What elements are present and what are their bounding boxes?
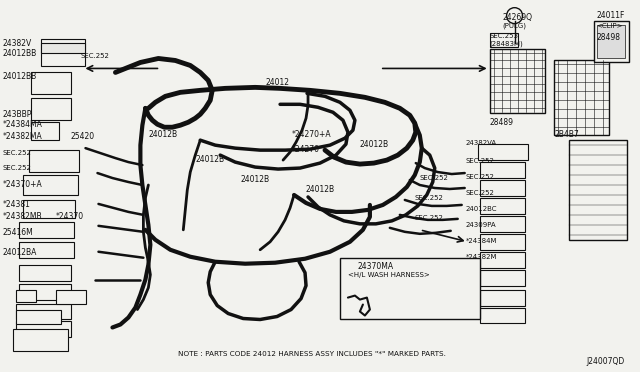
Text: *24270+A: *24270+A xyxy=(292,130,332,139)
Text: 24012BB: 24012BB xyxy=(3,48,37,58)
Text: J24007QD: J24007QD xyxy=(586,357,625,366)
Text: 25416M: 25416M xyxy=(3,228,33,237)
Text: (28483M): (28483M) xyxy=(490,41,524,47)
Text: SEC.253: SEC.253 xyxy=(490,33,518,39)
Bar xyxy=(595,20,629,62)
Text: 24269Q: 24269Q xyxy=(502,13,532,22)
Text: *24382MB: *24382MB xyxy=(3,212,42,221)
Text: SEC.252: SEC.252 xyxy=(415,195,444,201)
Bar xyxy=(15,310,61,324)
Bar xyxy=(490,48,545,113)
Text: 24012: 24012 xyxy=(265,78,289,87)
Bar xyxy=(19,265,70,280)
Bar xyxy=(19,222,74,238)
Bar xyxy=(15,321,70,337)
Text: 24370MA: 24370MA xyxy=(358,262,394,271)
Bar xyxy=(570,140,627,240)
Bar xyxy=(477,144,527,160)
Bar xyxy=(479,270,525,286)
Text: (PULG): (PULG) xyxy=(502,23,527,29)
Bar xyxy=(19,242,74,258)
Text: 24012B: 24012B xyxy=(195,155,225,164)
Bar xyxy=(31,73,70,94)
Bar xyxy=(13,330,68,352)
Text: *24381: *24381 xyxy=(3,200,31,209)
Text: 28498: 28498 xyxy=(596,33,620,42)
Text: SEC.252: SEC.252 xyxy=(3,165,31,171)
Text: <CLIP>: <CLIP> xyxy=(596,23,623,29)
Bar xyxy=(22,200,74,218)
Text: 24011F: 24011F xyxy=(596,11,625,20)
Text: SEC.252: SEC.252 xyxy=(81,52,109,58)
Text: SEC.252: SEC.252 xyxy=(3,150,31,156)
Bar xyxy=(22,175,77,195)
Text: <H/L WASH HARNESS>: <H/L WASH HARNESS> xyxy=(348,272,429,278)
Text: 24012B: 24012B xyxy=(360,140,389,149)
Bar xyxy=(31,98,70,120)
Text: *24270: *24270 xyxy=(292,145,320,154)
Text: 24382V: 24382V xyxy=(3,39,32,48)
Bar xyxy=(340,258,479,320)
Text: *24370: *24370 xyxy=(56,212,84,221)
Bar xyxy=(19,283,70,299)
Text: 243BBP: 243BBP xyxy=(3,110,32,119)
Bar xyxy=(490,33,518,46)
Bar xyxy=(479,290,525,305)
Bar xyxy=(15,304,70,320)
Text: SEC.252: SEC.252 xyxy=(466,158,495,164)
Text: *24370+A: *24370+A xyxy=(3,180,42,189)
Bar xyxy=(479,308,525,324)
Text: 24012BB: 24012BB xyxy=(3,73,37,81)
Bar xyxy=(15,290,36,302)
Bar xyxy=(479,180,525,196)
Bar xyxy=(479,198,525,214)
Bar xyxy=(56,290,86,304)
Text: 24012B: 24012B xyxy=(305,185,334,194)
Text: 25420: 25420 xyxy=(70,132,95,141)
Text: NOTE : PARTS CODE 24012 HARNESS ASSY INCLUDES "*" MARKED PARTS.: NOTE : PARTS CODE 24012 HARNESS ASSY INC… xyxy=(179,352,446,357)
Text: 24382VA: 24382VA xyxy=(466,140,497,146)
Bar xyxy=(31,122,59,140)
Text: SEC.252: SEC.252 xyxy=(466,190,495,196)
Text: *24384M: *24384M xyxy=(466,238,497,244)
Bar xyxy=(479,252,525,268)
Bar xyxy=(40,39,84,67)
Text: SEC.252: SEC.252 xyxy=(415,215,444,221)
Text: *24384MA: *24384MA xyxy=(3,120,43,129)
Text: 24012BA: 24012BA xyxy=(3,248,37,257)
Bar xyxy=(479,162,525,178)
Text: 24012BC: 24012BC xyxy=(466,206,497,212)
Text: 24309PA: 24309PA xyxy=(466,222,496,228)
Text: 2B4B7: 2B4B7 xyxy=(554,130,579,139)
Text: SEC.252: SEC.252 xyxy=(466,174,495,180)
Text: *24382M: *24382M xyxy=(466,254,497,260)
Text: *24382MA: *24382MA xyxy=(3,132,42,141)
Text: 24012B: 24012B xyxy=(148,130,177,139)
Text: SEC.252: SEC.252 xyxy=(420,175,449,181)
Text: 24012B: 24012B xyxy=(240,175,269,184)
Bar xyxy=(40,42,84,52)
Text: 28489: 28489 xyxy=(490,118,514,127)
Bar xyxy=(479,216,525,232)
Bar xyxy=(479,234,525,250)
Bar xyxy=(597,25,625,58)
Bar xyxy=(554,61,609,135)
Bar xyxy=(29,150,79,172)
